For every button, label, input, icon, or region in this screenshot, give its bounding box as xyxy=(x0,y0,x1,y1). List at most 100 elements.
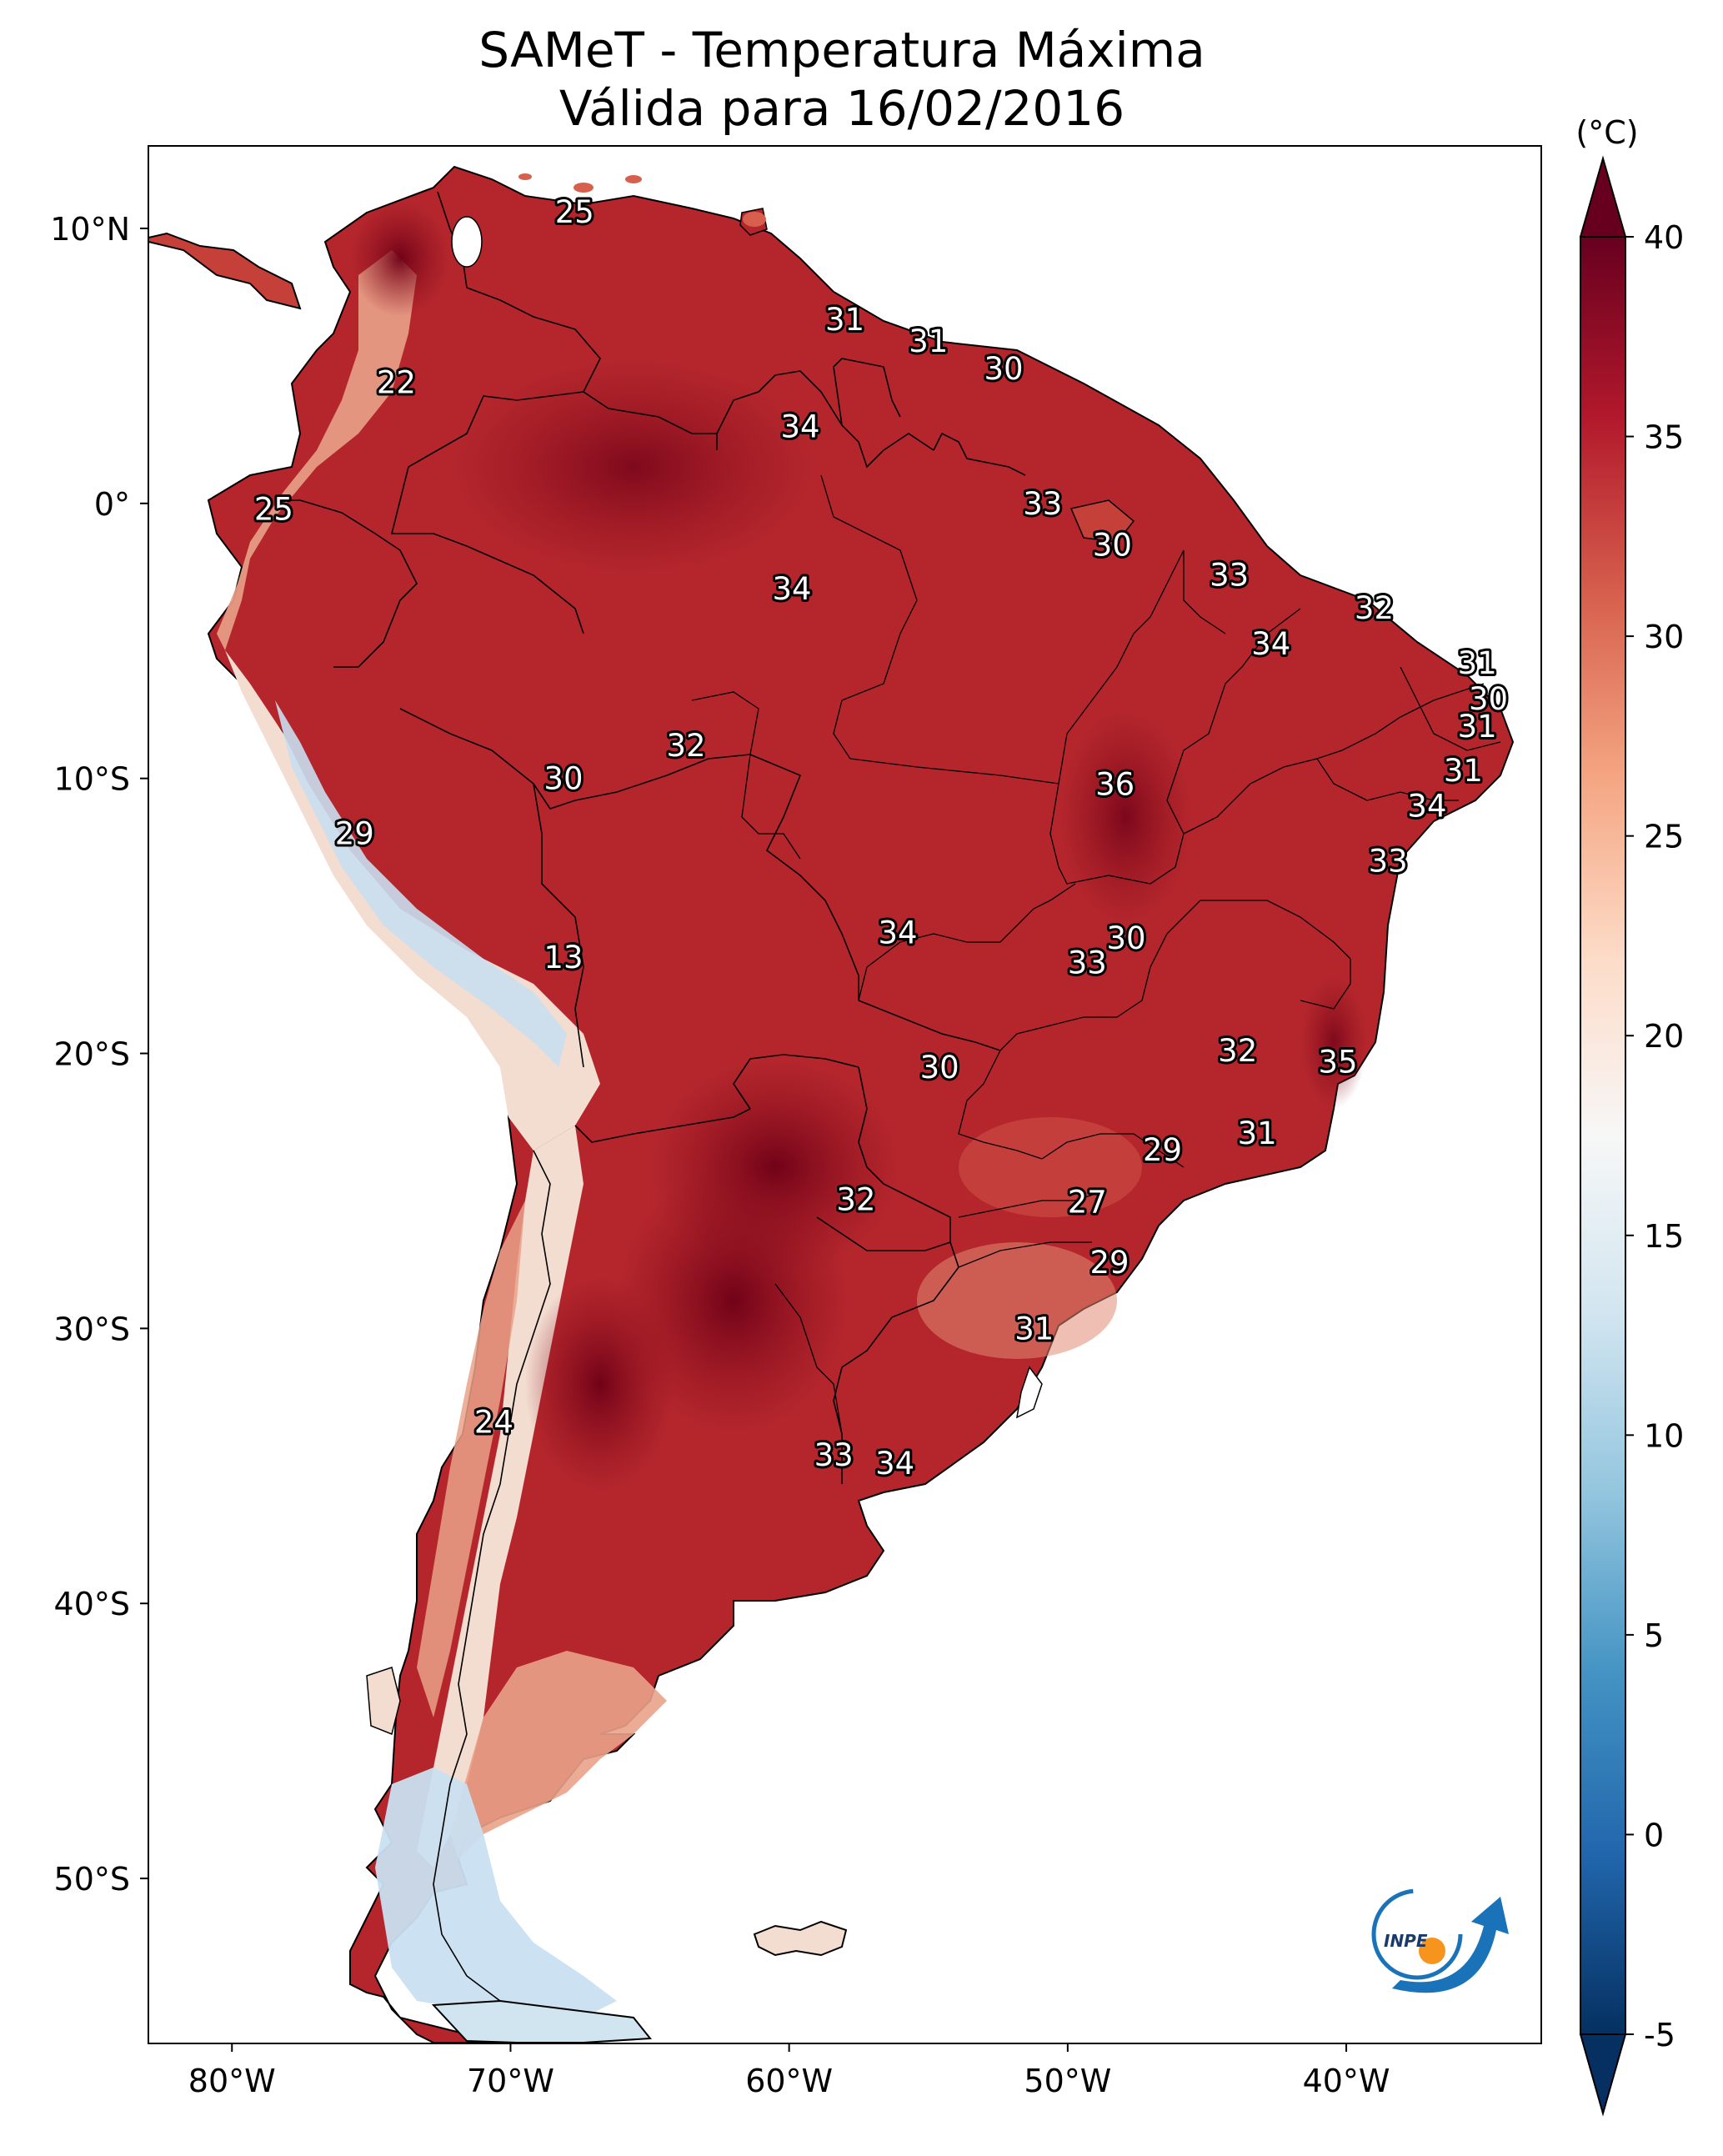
temperature-label: 31 xyxy=(1458,645,1497,681)
colorbar-ramp xyxy=(1580,236,1626,2035)
lon-tick-label: 80°W xyxy=(188,2063,276,2099)
caribbean-islet xyxy=(518,173,532,180)
lon-tick-label: 60°W xyxy=(745,2063,833,2099)
temperature-label: 30 xyxy=(920,1050,959,1086)
temperature-label: 36 xyxy=(1095,766,1134,802)
axis-ticks: 80°W 70°W 60°W 50°W 40°W 10°N 0° 10°S 20°S 30°S 40… xyxy=(50,211,1390,2099)
patagonia-mild-zone xyxy=(450,1651,667,1859)
lagoa-dos-patos xyxy=(1016,1366,1043,1419)
temperature-label: 22 xyxy=(377,365,416,401)
central-america-land xyxy=(148,232,302,310)
temperature-label: 31 xyxy=(1458,709,1497,745)
temperature-label: 31 xyxy=(825,302,864,338)
temperature-label: 24 xyxy=(474,1405,513,1441)
temperature-label: 34 xyxy=(772,571,811,607)
colorbar-tick-label: 40 xyxy=(1644,219,1684,256)
colorbar-bottom-extend xyxy=(1579,2033,1627,2117)
lat-tick-label: 0° xyxy=(94,486,130,523)
inpe-logo-sun-icon xyxy=(1419,1938,1445,1964)
colorbar-tick-label: 10 xyxy=(1644,1417,1684,1454)
temperature-label: 34 xyxy=(1407,789,1446,825)
temperature-label: 30 xyxy=(1093,527,1132,563)
temperature-label: 32 xyxy=(1355,590,1394,626)
temperature-label: 34 xyxy=(1251,626,1290,662)
argentina-chile-border xyxy=(433,1150,551,2002)
colorbar-tick-label: -5 xyxy=(1644,2017,1675,2053)
argentina-hot-core xyxy=(525,1276,675,1492)
temperature-label: 30 xyxy=(1106,920,1145,956)
colorbar-unit-label: (°C) xyxy=(1575,114,1638,151)
temperature-label: 27 xyxy=(1068,1185,1107,1221)
inpe-logo-text: INPE xyxy=(1384,1931,1428,1951)
map-title-line1: SAMeT - Temperatura Máxima xyxy=(478,22,1205,78)
temperature-label: 30 xyxy=(543,761,583,797)
colorbar-tick-label: 0 xyxy=(1644,1817,1664,1853)
temperature-label: 33 xyxy=(1210,558,1249,594)
temperature-label: 34 xyxy=(875,1446,914,1482)
caribbean-islet xyxy=(625,175,642,183)
temperature-label: 31 xyxy=(1238,1116,1277,1151)
map-title-line2: Válida para 16/02/2016 xyxy=(559,80,1124,137)
colorbar-tick-label: 35 xyxy=(1644,419,1684,456)
tierra-del-fuego-cool xyxy=(431,1999,652,2043)
caribbean-islet xyxy=(573,183,594,193)
southern-brazil-mild-zone xyxy=(917,1242,1117,1359)
temperature-label: 31 xyxy=(1444,753,1483,789)
temperature-label: 33 xyxy=(814,1437,854,1473)
temperature-label: 30 xyxy=(984,351,1023,387)
andes-north-cool-zone xyxy=(217,250,417,650)
colorbar-tick-label: 15 xyxy=(1644,1218,1684,1255)
lat-tick-label: 30°S xyxy=(54,1311,130,1347)
temperature-label: 29 xyxy=(1089,1245,1129,1281)
tocantins-hot-core xyxy=(1059,709,1192,925)
temperature-label: 33 xyxy=(1369,844,1408,880)
andes-central-cold-zone xyxy=(225,650,600,1151)
lon-tick-label: 50°W xyxy=(1024,2063,1111,2099)
colorbar-tick-label: 25 xyxy=(1644,819,1684,855)
lat-tick-label: 20°S xyxy=(54,1036,130,1073)
temperature-label: 31 xyxy=(909,323,948,359)
colorbar-top-extend xyxy=(1579,155,1627,238)
inpe-logo-swoosh-icon xyxy=(1392,1897,1509,1993)
temperature-label: 33 xyxy=(1068,945,1107,981)
country-borders xyxy=(275,191,1026,1484)
caribbean-islet xyxy=(743,212,766,227)
temperature-label: 33 xyxy=(1023,486,1062,522)
temperature-label: 29 xyxy=(335,816,374,852)
paraguay-hot-core xyxy=(617,1167,850,1434)
temperature-label: 30 xyxy=(1469,681,1508,717)
temperature-label: 35 xyxy=(1318,1044,1357,1080)
falkland-islands xyxy=(753,1920,848,1957)
andes-central-blue-zone xyxy=(275,700,567,1067)
amazon-hot-core xyxy=(450,358,817,575)
lon-tick-label: 40°W xyxy=(1303,2063,1390,2099)
state-borders xyxy=(691,474,1501,1435)
temperature-label: 29 xyxy=(1143,1132,1182,1168)
inpe-logo: INPE xyxy=(1371,1888,1509,1993)
temperature-label: 32 xyxy=(836,1181,875,1217)
temperature-label: 25 xyxy=(254,491,293,527)
sao-paulo-mild-zone xyxy=(959,1117,1142,1217)
temperature-label: 32 xyxy=(1218,1033,1257,1069)
inpe-logo-ring xyxy=(1371,1888,1463,1980)
colorbar-tick-label: 5 xyxy=(1644,1617,1664,1654)
temperature-label: 34 xyxy=(780,409,819,444)
lat-tick-label: 10°N xyxy=(50,211,130,248)
temperature-label: 34 xyxy=(878,915,917,950)
temperature-label: 32 xyxy=(666,728,705,764)
colorbar: (°C) -5 0 5 10 15 20 25 30 35 40 xyxy=(1575,114,1684,2117)
colorbar-tick-label: 30 xyxy=(1644,619,1684,655)
temperature-label: 13 xyxy=(543,940,583,975)
temperature-label: 25 xyxy=(555,194,594,230)
colorbar-tick-label: 20 xyxy=(1644,1018,1684,1055)
temperature-label: 31 xyxy=(1014,1311,1054,1346)
lake-maracaibo xyxy=(451,216,483,268)
map-frame xyxy=(148,145,1542,2044)
lat-tick-label: 10°S xyxy=(54,761,130,798)
patagonia-cold-zone xyxy=(375,1767,617,2018)
chiloe-island xyxy=(366,1667,401,1736)
lon-tick-label: 70°W xyxy=(467,2063,554,2099)
colombia-hot-core xyxy=(350,200,450,317)
rio-hot-core xyxy=(1300,975,1367,1109)
